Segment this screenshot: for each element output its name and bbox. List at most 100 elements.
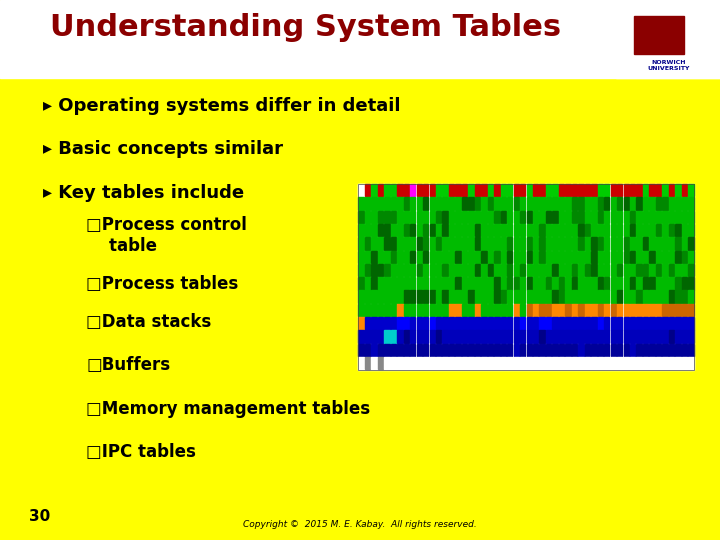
- Bar: [474, 197, 480, 210]
- Bar: [559, 304, 564, 316]
- Bar: [552, 211, 558, 223]
- Bar: [552, 237, 558, 249]
- Bar: [675, 291, 680, 303]
- Bar: [397, 317, 402, 329]
- Bar: [578, 344, 584, 356]
- Bar: [578, 277, 584, 289]
- Bar: [572, 264, 577, 276]
- Bar: [397, 277, 402, 289]
- Bar: [662, 330, 667, 343]
- Bar: [417, 291, 422, 303]
- Bar: [624, 357, 629, 369]
- Bar: [397, 184, 402, 197]
- Bar: [365, 264, 370, 276]
- Bar: [449, 211, 454, 223]
- Bar: [585, 344, 590, 356]
- Bar: [468, 264, 474, 276]
- Bar: [500, 304, 506, 316]
- Bar: [591, 357, 596, 369]
- Bar: [669, 211, 674, 223]
- Bar: [391, 224, 396, 237]
- Bar: [494, 277, 500, 289]
- Bar: [662, 251, 667, 263]
- Bar: [585, 277, 590, 289]
- Bar: [507, 251, 513, 263]
- Bar: [456, 344, 461, 356]
- Bar: [682, 317, 687, 329]
- Bar: [358, 184, 694, 370]
- Bar: [384, 357, 390, 369]
- Bar: [604, 317, 609, 329]
- Bar: [443, 344, 448, 356]
- Bar: [378, 237, 383, 249]
- Bar: [669, 357, 674, 369]
- Bar: [656, 237, 661, 249]
- Bar: [669, 344, 674, 356]
- Bar: [617, 357, 622, 369]
- Bar: [481, 237, 487, 249]
- Bar: [656, 357, 661, 369]
- Text: □IPC tables: □IPC tables: [86, 443, 197, 461]
- Bar: [585, 237, 590, 249]
- Bar: [513, 291, 519, 303]
- Bar: [384, 264, 390, 276]
- Bar: [565, 197, 571, 210]
- Bar: [391, 197, 396, 210]
- Bar: [430, 197, 435, 210]
- Bar: [656, 330, 661, 343]
- Bar: [430, 291, 435, 303]
- Bar: [565, 344, 571, 356]
- Bar: [423, 224, 428, 237]
- Bar: [572, 237, 577, 249]
- Bar: [617, 317, 622, 329]
- Bar: [539, 344, 545, 356]
- Bar: [462, 330, 467, 343]
- Bar: [662, 357, 667, 369]
- Bar: [662, 344, 667, 356]
- Bar: [474, 224, 480, 237]
- Bar: [630, 277, 635, 289]
- Bar: [462, 277, 467, 289]
- Bar: [675, 357, 680, 369]
- Bar: [462, 304, 467, 316]
- Bar: [552, 317, 558, 329]
- Bar: [688, 251, 693, 263]
- Bar: [656, 317, 661, 329]
- Bar: [384, 211, 390, 223]
- Bar: [559, 291, 564, 303]
- Bar: [526, 330, 532, 343]
- Bar: [365, 277, 370, 289]
- Bar: [520, 357, 526, 369]
- Bar: [688, 224, 693, 237]
- Bar: [604, 264, 609, 276]
- Bar: [643, 291, 648, 303]
- Bar: [423, 277, 428, 289]
- Bar: [443, 251, 448, 263]
- Bar: [462, 251, 467, 263]
- Bar: [436, 211, 441, 223]
- Bar: [359, 211, 364, 223]
- Bar: [688, 264, 693, 276]
- Bar: [591, 264, 596, 276]
- Bar: [591, 184, 596, 197]
- Bar: [585, 224, 590, 237]
- Bar: [636, 291, 642, 303]
- Bar: [559, 330, 564, 343]
- Bar: [487, 237, 493, 249]
- Bar: [585, 304, 590, 316]
- Bar: [656, 224, 661, 237]
- Bar: [533, 304, 539, 316]
- Bar: [526, 251, 532, 263]
- Bar: [546, 344, 552, 356]
- Bar: [378, 317, 383, 329]
- Bar: [507, 211, 513, 223]
- Bar: [404, 224, 409, 237]
- Bar: [507, 237, 513, 249]
- Bar: [494, 211, 500, 223]
- Bar: [513, 357, 519, 369]
- Bar: [559, 357, 564, 369]
- Bar: [526, 291, 532, 303]
- Bar: [669, 330, 674, 343]
- Bar: [643, 304, 648, 316]
- Bar: [636, 357, 642, 369]
